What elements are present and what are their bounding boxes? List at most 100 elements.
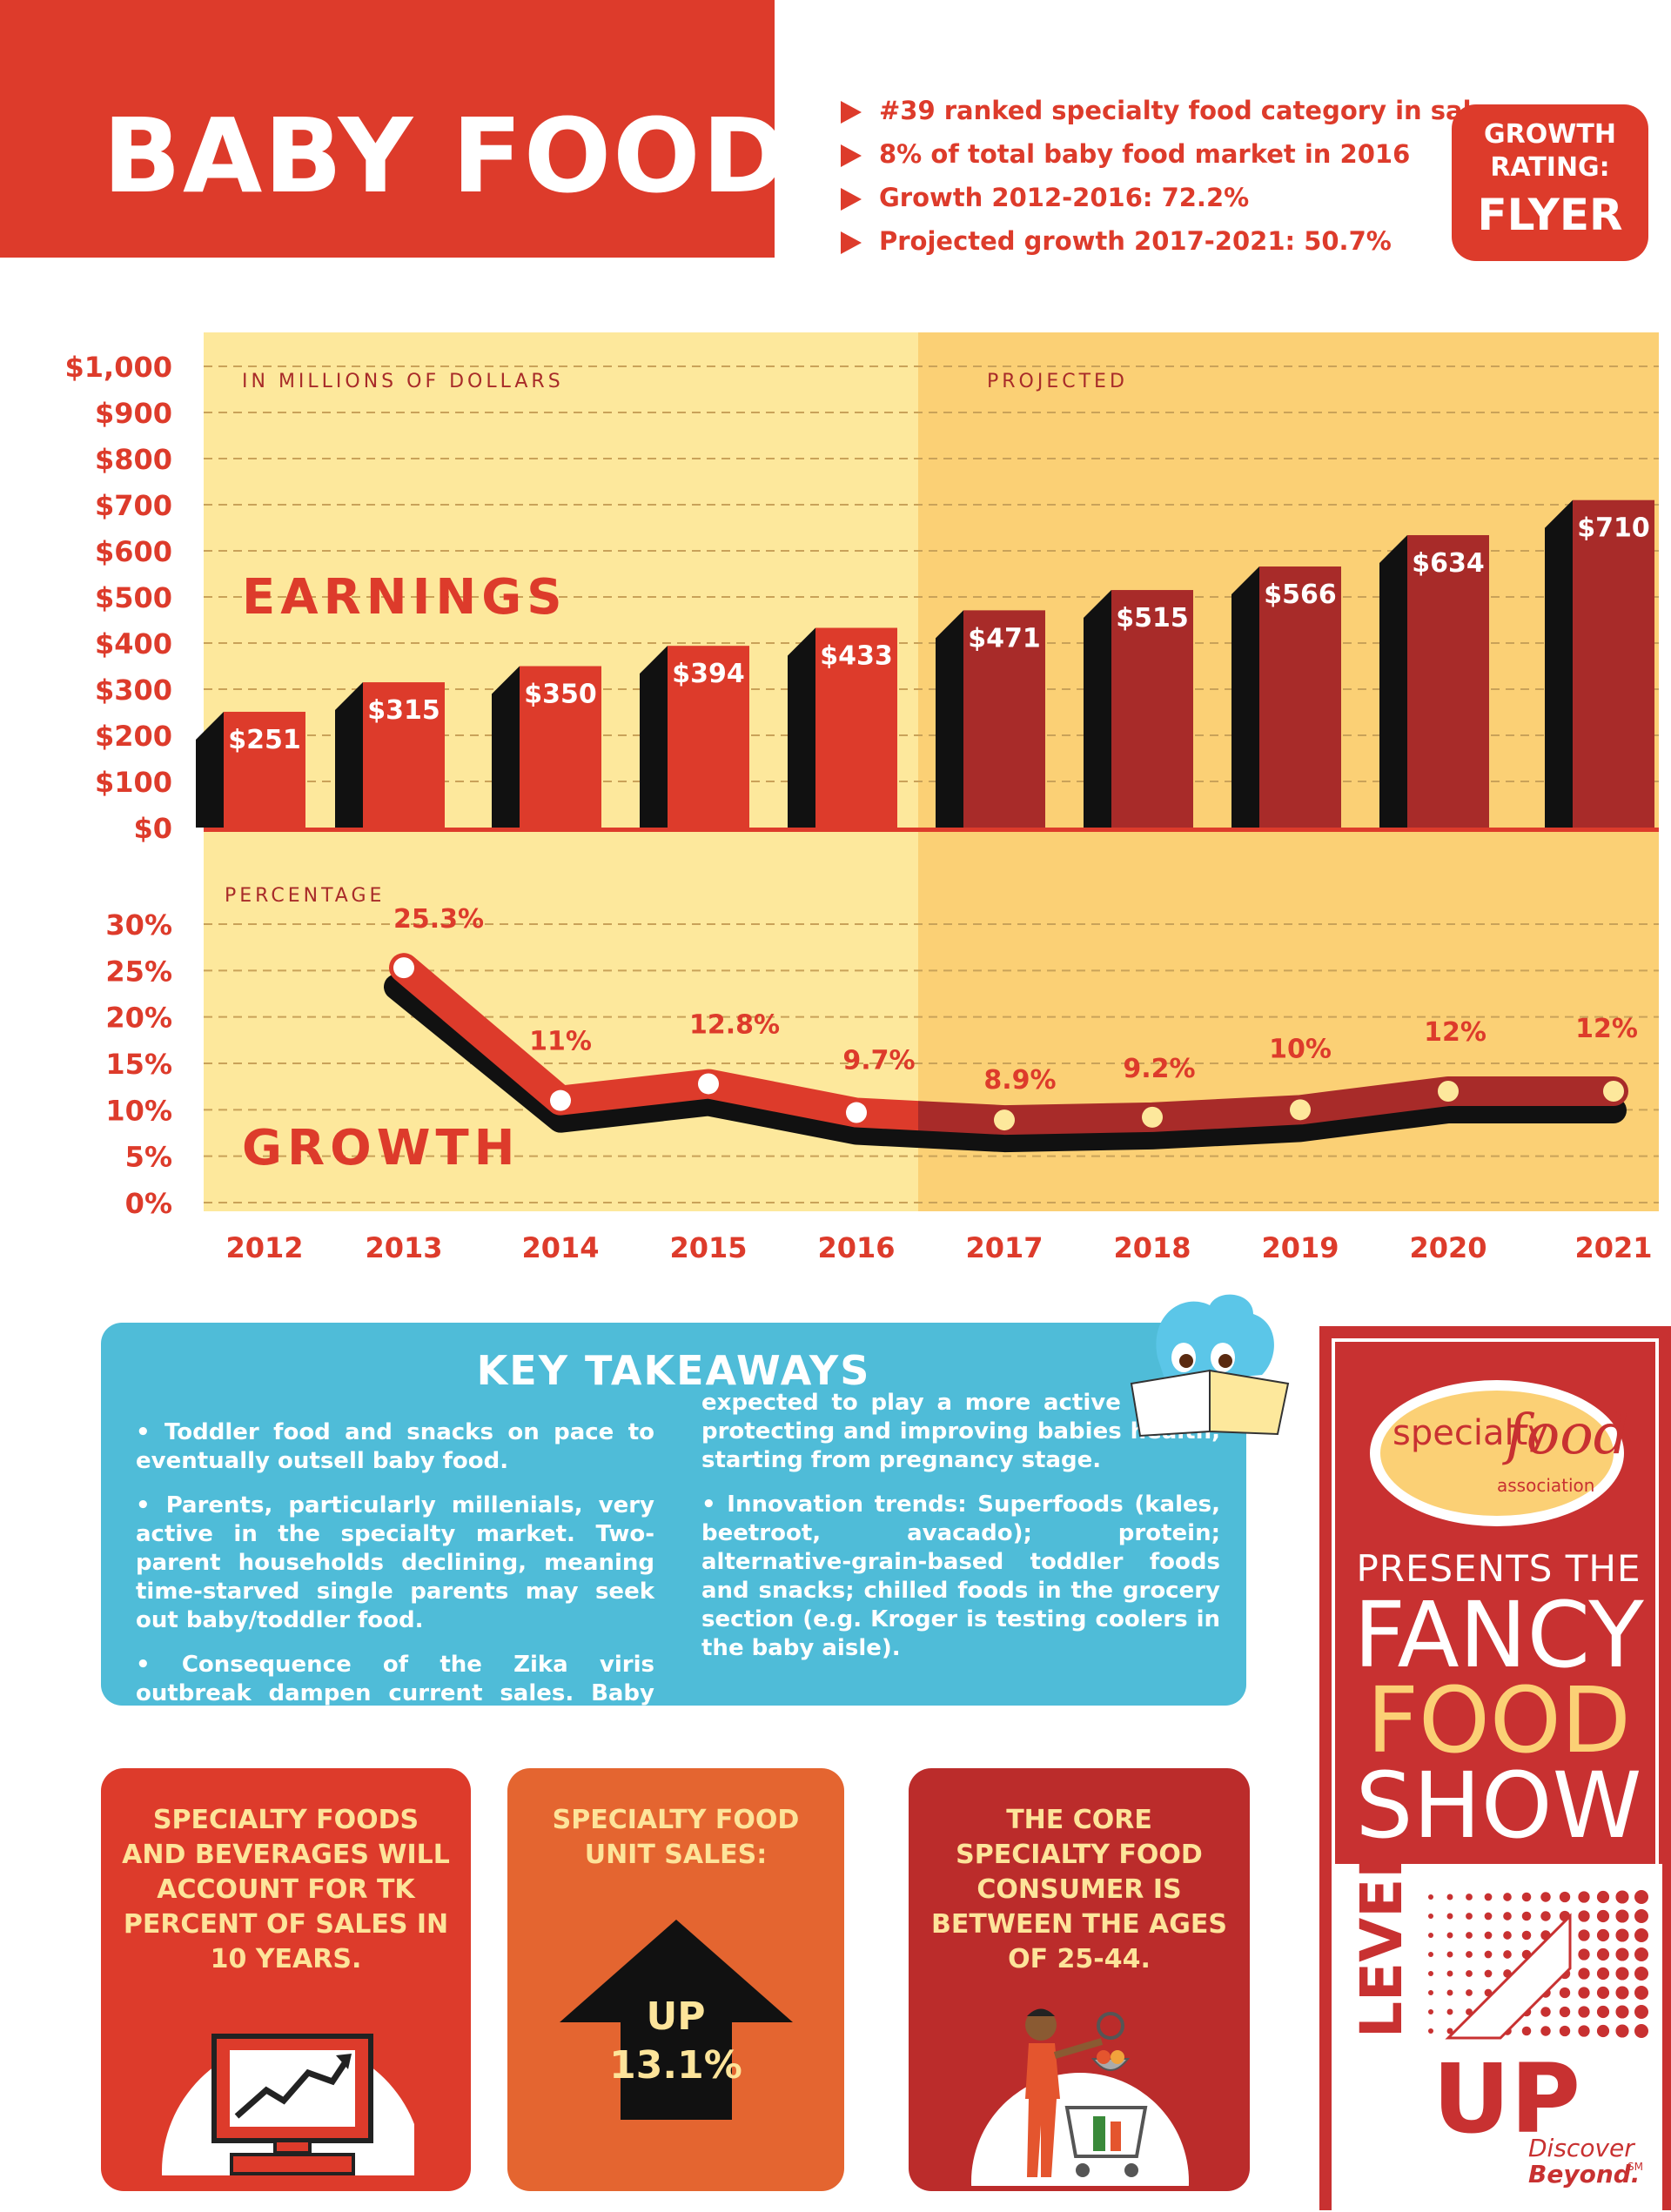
level-up-dot bbox=[1615, 1986, 1629, 2000]
level-up-dot bbox=[1615, 1928, 1629, 1942]
bar-value-label: $566 bbox=[1264, 580, 1337, 610]
svg-text:food: food bbox=[1502, 1403, 1627, 1467]
promo-fancy: FANCY bbox=[1353, 1582, 1644, 1688]
fact-item: Growth 2012-2016: 72.2% bbox=[841, 183, 1503, 226]
level-up-dot bbox=[1578, 1910, 1590, 1922]
earnings-bar bbox=[520, 666, 601, 828]
level-up-dot bbox=[1540, 1911, 1551, 1921]
takeaways-left-column: • Toddler food and snacks on pace to eve… bbox=[136, 1418, 654, 1753]
level-up-dot bbox=[1615, 1890, 1629, 1904]
growth-rating-label: GROWTH RATING: bbox=[1484, 119, 1616, 183]
growth-rating-value: FLYER bbox=[1477, 190, 1623, 240]
bar-shadow bbox=[1084, 590, 1111, 828]
computer-chart-icon bbox=[162, 2034, 414, 2175]
fancy-food-show-promo: specialty food association PRESENTS THE … bbox=[1319, 1326, 1671, 2212]
level-up-dot-pattern bbox=[1428, 1890, 1648, 2038]
level-up-dot bbox=[1634, 1890, 1648, 1904]
level-up-dot bbox=[1446, 2008, 1453, 2015]
takeaway-item: • Parents, particularly millenials, very… bbox=[136, 1492, 654, 1633]
level-up-dot bbox=[1596, 1947, 1610, 1961]
growth-subtitle: PERCENTAGE bbox=[225, 885, 385, 907]
growth-point bbox=[1438, 1081, 1459, 1102]
level-up-dot bbox=[1428, 1952, 1433, 1957]
level-up-dot bbox=[1446, 2028, 1453, 2034]
growth-point bbox=[550, 1089, 571, 1111]
earnings-bar bbox=[1259, 566, 1341, 828]
level-up-dot bbox=[1559, 2025, 1571, 2037]
level-up-dot bbox=[1484, 1931, 1493, 1940]
earnings-bar bbox=[1573, 499, 1654, 828]
growth-title: GROWTH bbox=[242, 1120, 520, 1176]
growth-value-label: 12% bbox=[1424, 1017, 1486, 1048]
level-up-dot bbox=[1634, 1967, 1648, 1981]
title-banner bbox=[0, 0, 775, 258]
growth-value-label: 10% bbox=[1269, 1034, 1332, 1064]
fact-item: Projected growth 2017-2021: 50.7% bbox=[841, 226, 1503, 270]
level-up-dot bbox=[1428, 1914, 1433, 1919]
level-up-dot bbox=[1615, 2024, 1629, 2038]
earnings-subtitle: IN MILLIONS OF DOLLARS bbox=[242, 371, 564, 392]
fact-item: #39 ranked specialty food category in sa… bbox=[841, 96, 1503, 139]
shopper-icon bbox=[971, 2008, 1189, 2186]
level-up-dot bbox=[1578, 2025, 1590, 2037]
level-up-dot bbox=[1634, 1909, 1648, 1923]
growth-y-tick: 0% bbox=[125, 1187, 172, 1220]
bar-value-label: $710 bbox=[1577, 513, 1650, 544]
key-takeaways-panel: KEY TAKEAWAYS • Toddler food and snacks … bbox=[101, 1323, 1246, 1735]
level-up-dot bbox=[1540, 2007, 1551, 2017]
growth-point bbox=[1290, 1099, 1311, 1121]
earnings-bars: $251 $315 $350 $394 $433 $471 $515 $566 $634 $710 bbox=[196, 499, 1654, 828]
level-up-dot bbox=[1503, 1931, 1512, 1940]
growth-value-labels: 25.3% 11% 12.8% 9.7% 8.9% 9.2% 10% 12% 12% bbox=[393, 904, 1638, 1096]
level-up-dot bbox=[1559, 1891, 1571, 1903]
level-up-dot bbox=[1466, 1989, 1473, 1996]
level-up-dot bbox=[1596, 1928, 1610, 1942]
bar-shadow bbox=[640, 646, 668, 828]
bar-value-label: $433 bbox=[820, 641, 893, 672]
earnings-growth-chart: $0 $100 $200 $300 $400 $500 $600 $700 $800 $900 $1… bbox=[65, 332, 1659, 1264]
level-up-dot bbox=[1634, 2005, 1648, 2019]
level-up-dot bbox=[1503, 1912, 1512, 1920]
x-axis-year: 2014 bbox=[521, 1231, 599, 1264]
earnings-y-tick: $500 bbox=[95, 581, 172, 614]
growth-point bbox=[1603, 1081, 1624, 1102]
level-up-dot bbox=[1428, 1990, 1433, 1995]
x-axis-year: 2015 bbox=[669, 1231, 747, 1264]
growth-y-tick: 20% bbox=[105, 1002, 172, 1035]
x-axis-year: 2020 bbox=[1409, 1231, 1486, 1264]
level-up-dot bbox=[1466, 1894, 1473, 1900]
promo-frame: specialty food association PRESENTS THE … bbox=[1332, 1338, 1662, 2212]
growth-value-label: 11% bbox=[529, 1027, 592, 1057]
bar-shadow bbox=[335, 682, 363, 828]
discover-text: Discover bbox=[1528, 2134, 1635, 2162]
beyond-text: Beyond. bbox=[1528, 2160, 1640, 2189]
level-up-dot bbox=[1484, 1950, 1493, 1959]
level-up-dot bbox=[1521, 1911, 1532, 1921]
growth-y-tick: 15% bbox=[105, 1048, 172, 1081]
specialty-food-association-logo: specialty food association bbox=[1370, 1380, 1627, 1526]
bar-value-label: $251 bbox=[228, 725, 301, 755]
bar-shadow bbox=[936, 610, 963, 828]
level-up-dot bbox=[1446, 1932, 1453, 1939]
x-axis-year: 2012 bbox=[225, 1231, 303, 1264]
growth-line bbox=[384, 953, 1628, 1153]
level-up-dot bbox=[1446, 1913, 1453, 1920]
earnings-y-tick: $600 bbox=[95, 535, 172, 568]
triangle-bullet-icon bbox=[841, 101, 862, 124]
service-mark: SM bbox=[1627, 2161, 1643, 2173]
growth-value-label: 9.2% bbox=[1123, 1054, 1195, 1084]
bar-value-label: $471 bbox=[968, 623, 1041, 654]
level-up-dot bbox=[1634, 1947, 1648, 1961]
key-takeaways-title: KEY TAKEAWAYS bbox=[476, 1347, 871, 1394]
x-axis-year: 2021 bbox=[1574, 1231, 1652, 1264]
triangle-bullet-icon bbox=[841, 231, 862, 254]
level-up-dot bbox=[1428, 2009, 1433, 2014]
presents-the: PRESENTS THE bbox=[1356, 1547, 1641, 1590]
takeaway-item: • Consequence of the Zika viris outbreak… bbox=[136, 1652, 654, 1735]
x-axis-year: 2013 bbox=[365, 1231, 442, 1264]
growth-y-tick: 10% bbox=[105, 1094, 172, 1127]
unit-sales-up-label: UP bbox=[646, 1994, 706, 2039]
fact-item: 8% of total baby food market in 2016 bbox=[841, 139, 1503, 183]
unit-sales-value: 13.1% bbox=[609, 2043, 742, 2088]
growth-value-label: 12% bbox=[1575, 1014, 1638, 1044]
